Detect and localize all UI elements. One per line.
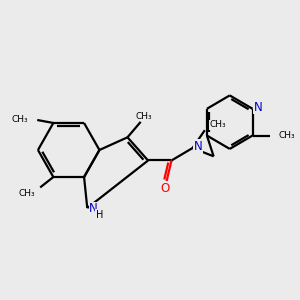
Text: CH₃: CH₃ — [209, 120, 226, 129]
Text: CH₃: CH₃ — [135, 112, 152, 121]
Text: O: O — [160, 182, 170, 195]
Text: N: N — [194, 140, 202, 153]
Text: CH₃: CH₃ — [18, 190, 35, 199]
Text: N: N — [254, 101, 263, 114]
Text: CH₃: CH₃ — [11, 115, 28, 124]
Text: CH₃: CH₃ — [279, 131, 296, 140]
Text: H: H — [96, 210, 103, 220]
Text: N: N — [89, 202, 98, 215]
